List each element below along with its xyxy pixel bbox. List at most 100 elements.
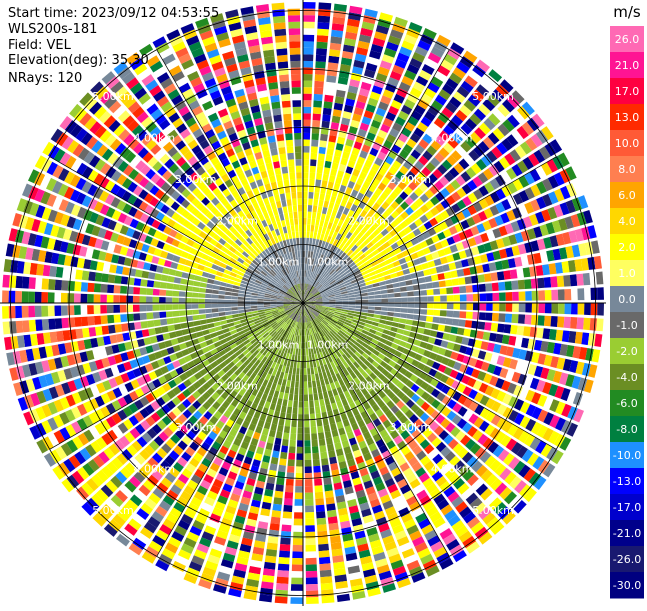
- velocity-gate: [332, 429, 339, 437]
- velocity-gate: [294, 388, 298, 395]
- velocity-gate: [303, 342, 305, 349]
- velocity-gate: [396, 271, 404, 277]
- velocity-gate: [330, 196, 336, 204]
- velocity-gate: [287, 466, 294, 473]
- velocity-gate: [317, 166, 323, 173]
- velocity-gate: [317, 386, 322, 393]
- velocity-gate: [311, 225, 315, 232]
- velocity-gate: [219, 316, 226, 321]
- velocity-gate: [336, 305, 343, 307]
- velocity-gate: [304, 427, 310, 434]
- velocity-gate: [74, 293, 81, 303]
- velocity-gate: [192, 287, 199, 292]
- velocity-gate: [159, 304, 166, 310]
- velocity-gate: [596, 318, 604, 331]
- velocity-gate: [307, 225, 311, 232]
- velocity-gate: [551, 316, 558, 327]
- velocity-gate: [198, 304, 205, 309]
- velocity-gate: [306, 231, 309, 238]
- velocity-gate: [305, 466, 312, 473]
- velocity-gate: [175, 330, 183, 337]
- velocity-gate: [303, 94, 312, 101]
- velocity-gate: [231, 296, 238, 299]
- velocity-gate: [427, 303, 434, 309]
- velocity-gate: [400, 313, 407, 318]
- velocity-gate: [303, 100, 312, 107]
- velocity-gate: [274, 390, 280, 397]
- velocity-gate: [349, 298, 356, 301]
- velocity-gate: [423, 329, 431, 336]
- velocity-gate: [384, 275, 391, 280]
- velocity-gate: [451, 327, 459, 335]
- velocity-gate: [466, 294, 473, 301]
- velocity-gate: [518, 314, 525, 324]
- velocity-gate: [562, 330, 570, 342]
- velocity-gate: [304, 395, 308, 402]
- velocity-gate: [290, 440, 296, 447]
- velocity-gate: [314, 81, 324, 88]
- velocity-gate: [305, 486, 313, 493]
- velocity-gate: [545, 303, 552, 313]
- velocity-gate: [426, 283, 433, 289]
- velocity-gate: [425, 276, 432, 283]
- velocity-gate: [309, 179, 315, 186]
- velocity-gate: [305, 519, 314, 526]
- velocity-gate: [67, 305, 74, 315]
- velocity-gate: [133, 313, 140, 321]
- velocity-gate: [294, 394, 298, 401]
- velocity-gate: [493, 303, 500, 311]
- velocity-gate: [321, 458, 329, 465]
- velocity-gate: [380, 315, 387, 320]
- velocity-gate: [9, 306, 16, 318]
- velocity-gate: [312, 381, 316, 388]
- velocity-gate: [22, 306, 29, 318]
- velocity-gate: [140, 279, 147, 287]
- velocity-gate: [42, 278, 49, 289]
- velocity-gate: [293, 538, 303, 545]
- velocity-gate: [134, 278, 141, 286]
- velocity-gate: [503, 270, 511, 280]
- velocity-gate: [322, 596, 335, 604]
- velocity-gate: [280, 538, 291, 545]
- velocity-gate: [327, 69, 338, 77]
- velocity-gate: [294, 512, 303, 519]
- velocity-gate: [557, 276, 564, 287]
- velocity-gate: [61, 280, 68, 291]
- velocity-gate: [257, 306, 264, 308]
- velocity-gate: [479, 312, 486, 320]
- velocity-gate: [285, 485, 293, 492]
- velocity-gate: [319, 550, 330, 557]
- velocity-gate: [49, 266, 57, 277]
- velocity-gate: [564, 289, 571, 300]
- velocity-gate: [146, 296, 153, 303]
- velocity-gate: [436, 266, 444, 273]
- velocity-gate: [316, 511, 326, 518]
- velocity-gate: [288, 374, 292, 381]
- velocity-gate: [417, 271, 425, 278]
- velocity-gate: [226, 284, 233, 289]
- velocity-gate: [166, 290, 173, 296]
- velocity-gate: [304, 381, 308, 388]
- velocity-gate: [286, 479, 294, 486]
- velocity-gate: [361, 312, 368, 316]
- velocity-gate: [322, 121, 330, 128]
- velocity-gate: [201, 277, 208, 283]
- velocity-gate: [279, 392, 284, 399]
- velocity-gate: [447, 295, 454, 301]
- velocity-gate: [156, 266, 164, 274]
- velocity-gate: [16, 321, 24, 333]
- velocity-gate: [463, 268, 471, 276]
- velocity-gate: [102, 326, 110, 335]
- velocity-gate: [497, 324, 505, 333]
- velocity-gate: [329, 523, 339, 531]
- velocity-gate: [180, 317, 187, 323]
- velocity-gate: [486, 303, 493, 311]
- velocity-gate: [88, 316, 95, 326]
- velocity-gate: [200, 282, 207, 287]
- velocity-gate: [280, 544, 291, 551]
- velocity-gate: [74, 317, 81, 327]
- velocity-gate: [483, 332, 491, 341]
- velocity-gate: [232, 314, 239, 318]
- velocity-gate: [299, 401, 303, 408]
- velocity-gate: [321, 583, 333, 591]
